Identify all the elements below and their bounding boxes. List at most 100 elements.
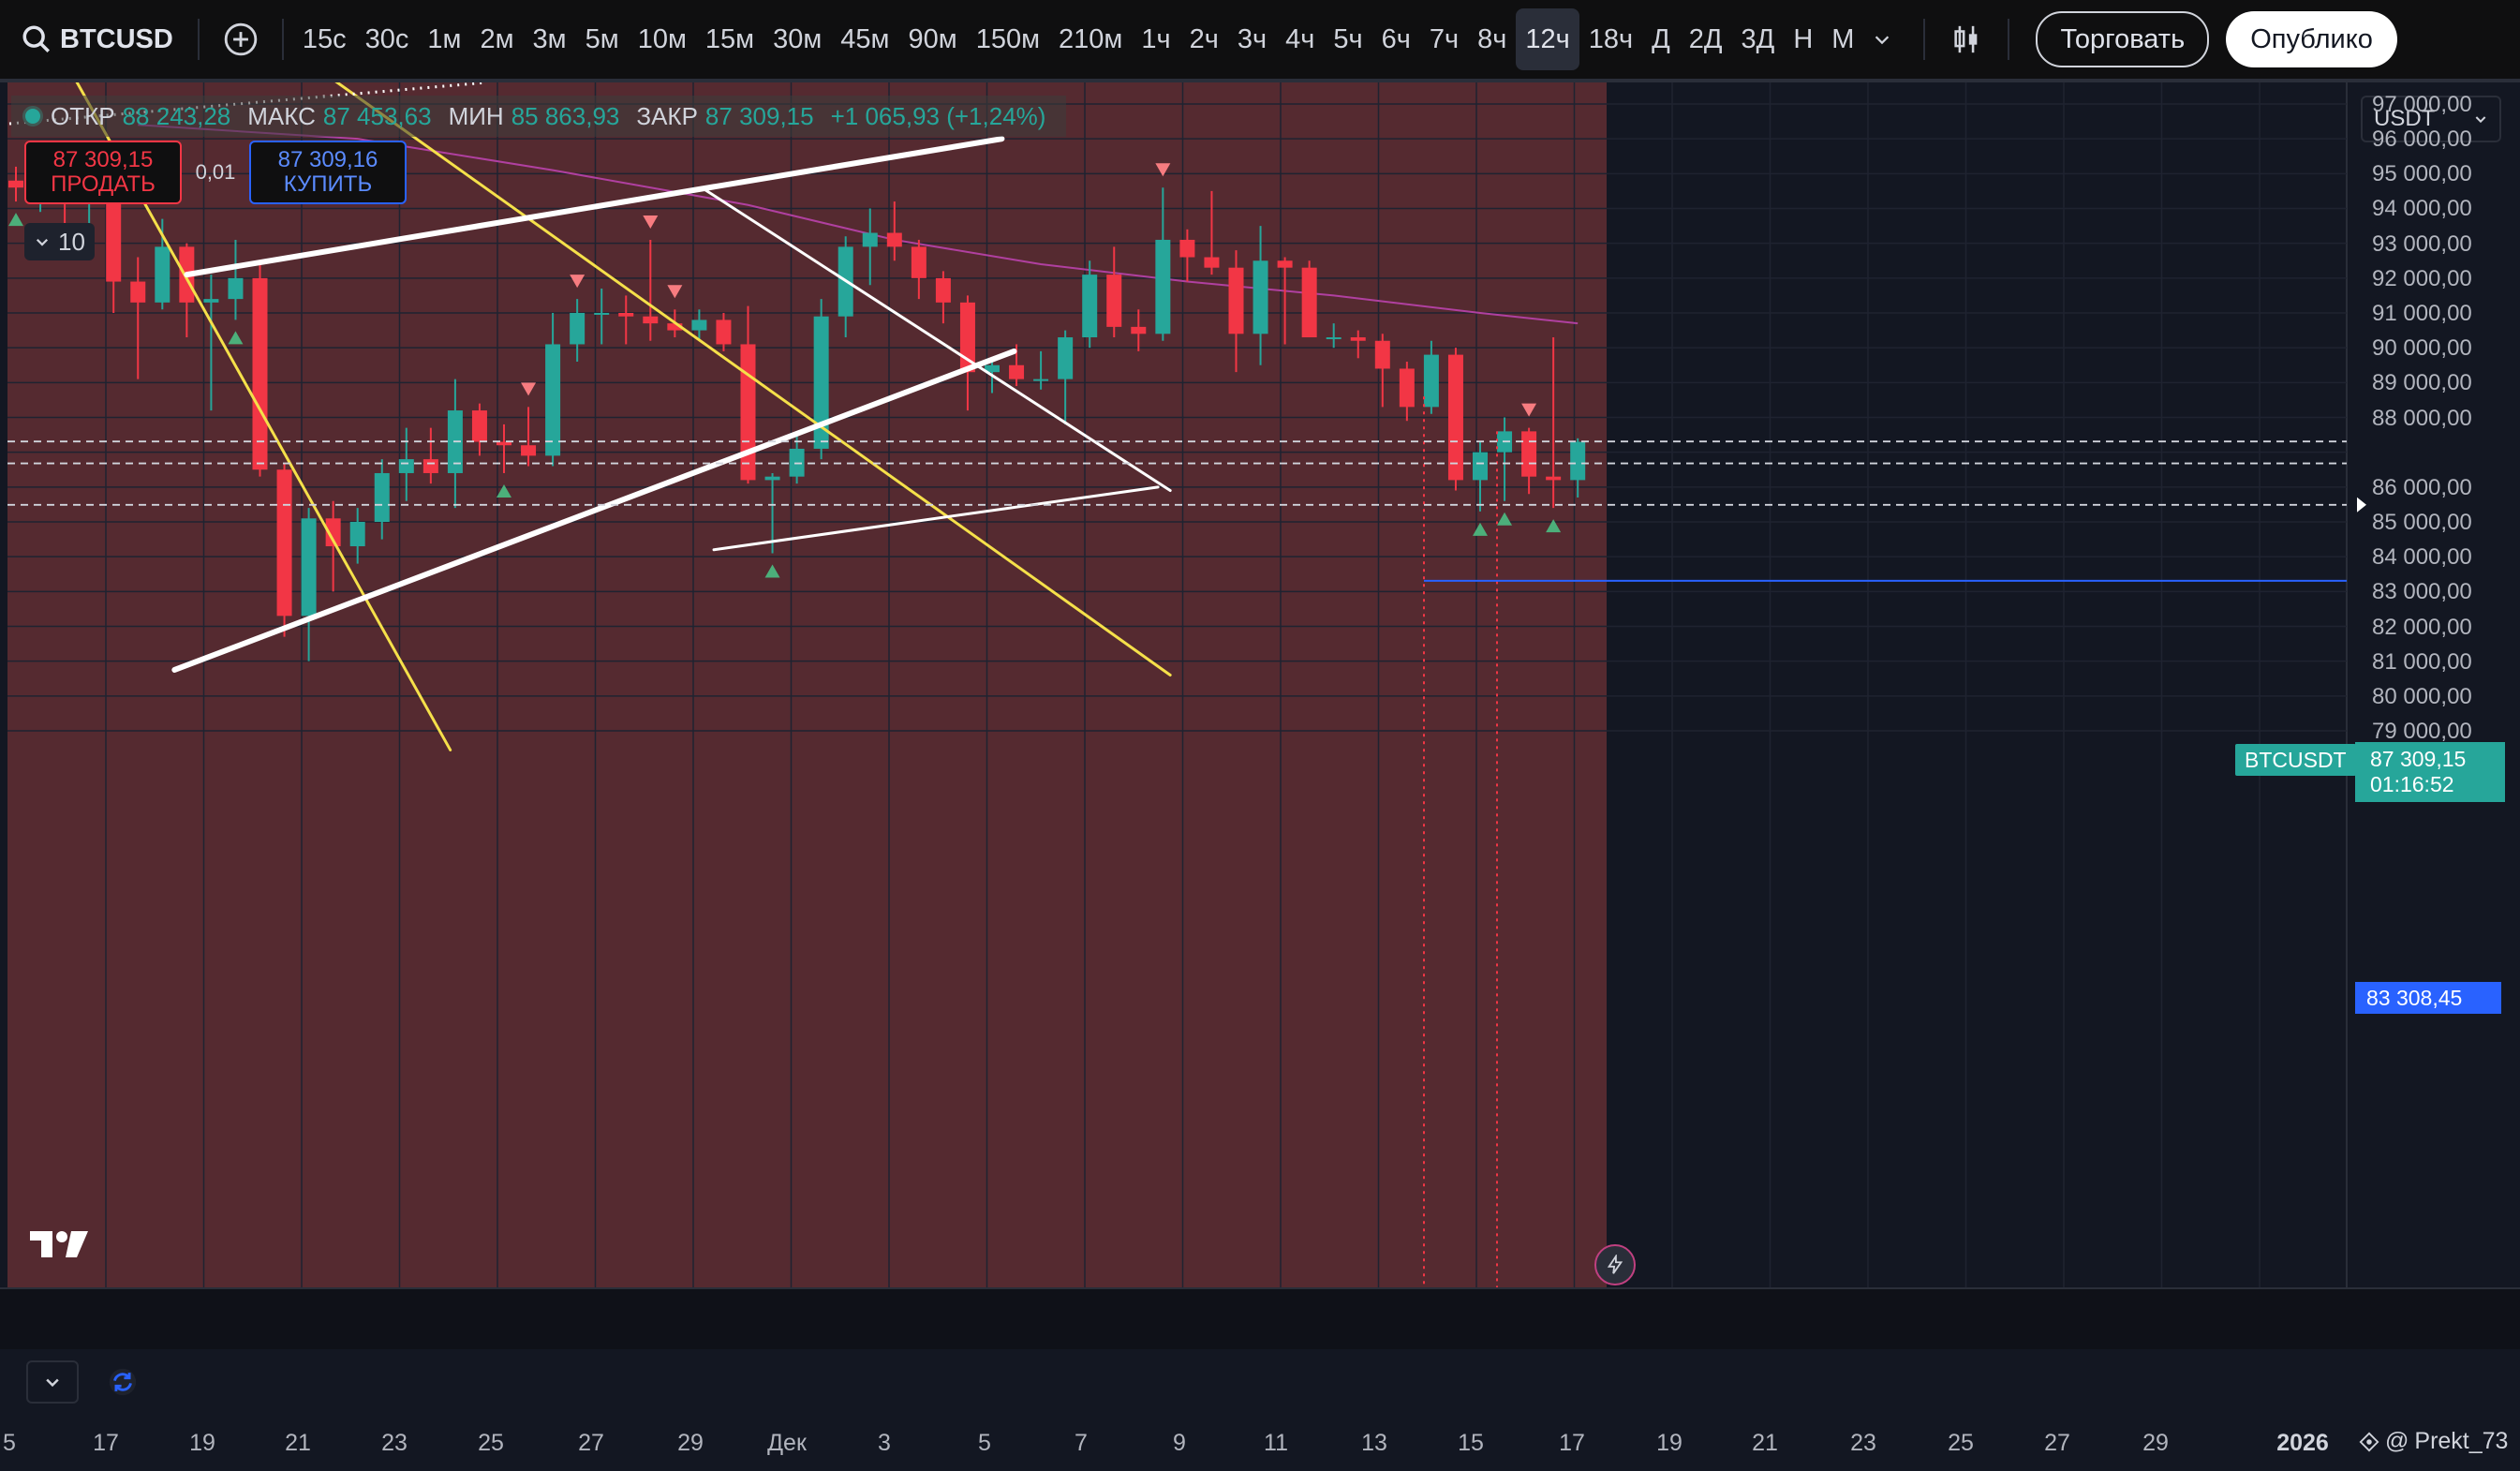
timeframe-5[interactable]: 5м: [585, 23, 619, 54]
legend-high-label: МАКС: [247, 101, 316, 130]
author-watermark: @ Prekt_73: [2359, 1428, 2508, 1455]
candle-body: [1350, 337, 1366, 341]
price-tick-9: 88 000,00: [2372, 406, 2472, 431]
candle-body: [203, 299, 219, 303]
indicators-toggle[interactable]: 10: [24, 223, 95, 260]
timeframe-27[interactable]: М: [1831, 23, 1855, 54]
price-axis-background: [2347, 82, 2520, 1287]
toolbar-divider: [281, 19, 284, 60]
timeframe-3[interactable]: 2м: [480, 23, 514, 54]
timeframe-22[interactable]: 18ч: [1588, 23, 1634, 54]
timeframe-23[interactable]: Д: [1652, 23, 1670, 54]
currency-select[interactable]: USDT: [2361, 96, 2501, 142]
sell-button[interactable]: 87 309,15 ПРОДАТЬ: [24, 141, 182, 204]
date-tick-20: 25: [1948, 1430, 1974, 1456]
refresh-button[interactable]: [107, 1366, 139, 1403]
tradingview-logo[interactable]: [28, 1227, 90, 1266]
collapse-panel-button[interactable]: [26, 1360, 79, 1404]
compare-button[interactable]: [220, 19, 261, 60]
timeframe-14[interactable]: 2ч: [1189, 23, 1219, 54]
candle-body: [1204, 257, 1220, 268]
timeframe-17[interactable]: 5ч: [1333, 23, 1363, 54]
price-tick-14: 82 000,00: [2372, 615, 2472, 640]
symbol-search[interactable]: BTCUSD: [0, 0, 188, 79]
candle-body: [1326, 337, 1342, 340]
timeframe-25[interactable]: 3Д: [1741, 23, 1775, 54]
timeframe-11[interactable]: 150м: [975, 23, 1041, 54]
candle-body: [1570, 441, 1586, 481]
publish-button[interactable]: Опублико: [2226, 11, 2397, 67]
timeframe-0[interactable]: 15с: [302, 23, 347, 54]
timeframe-8[interactable]: 30м: [773, 23, 823, 54]
candle-body: [959, 302, 975, 373]
timeframe-26[interactable]: Н: [1793, 23, 1814, 54]
alert-price-tag[interactable]: 83 308,45: [2355, 982, 2501, 1014]
buy-signal-marker: [764, 564, 780, 578]
date-tick-8: Дек: [767, 1430, 807, 1456]
chevron-down-icon: [46, 1378, 59, 1388]
timeframe-6[interactable]: 10м: [637, 23, 687, 54]
candle-body: [325, 518, 341, 547]
candle-body: [1399, 368, 1415, 408]
candle-body: [521, 445, 537, 456]
timeframe-2[interactable]: 1м: [427, 23, 462, 54]
candle-body: [911, 246, 926, 278]
candle-body: [1253, 260, 1268, 334]
timeframe-dropdown-button[interactable]: [1863, 29, 1901, 50]
candle-body: [1521, 431, 1537, 477]
candle-body: [1228, 267, 1244, 334]
price-tick-8: 89 000,00: [2372, 370, 2472, 395]
candle-body: [155, 246, 170, 303]
legend-change: +1 065,93 (+1,24%): [830, 101, 1046, 130]
buy-label: КУПИТЬ: [283, 171, 373, 197]
timeframe-1[interactable]: 30с: [364, 23, 409, 54]
chart-area[interactable]: ОТКР 88 243,28 МАКС 87 453,63 МИН 85 863…: [0, 82, 2520, 1471]
timeframe-21[interactable]: 12ч: [1516, 8, 1579, 70]
ohlc-legend: ОТКР 88 243,28 МАКС 87 453,63 МИН 85 863…: [11, 96, 1067, 137]
timeframe-7[interactable]: 15м: [704, 23, 755, 54]
timeframe-15[interactable]: 3ч: [1237, 23, 1267, 54]
timeframe-12[interactable]: 210м: [1059, 23, 1123, 54]
timeframe-20[interactable]: 8ч: [1477, 23, 1507, 54]
timeframe-10[interactable]: 90м: [908, 23, 957, 54]
candle-body: [374, 472, 390, 522]
date-tick-22: 29: [2142, 1430, 2169, 1456]
trade-button[interactable]: Торговать: [2036, 11, 2210, 67]
date-tick-17: 19: [1656, 1430, 1682, 1456]
replay-button[interactable]: [1594, 1244, 1636, 1285]
legend-close-label: ЗАКР: [636, 101, 698, 130]
date-tick-3: 21: [285, 1430, 311, 1456]
candle-body: [471, 410, 487, 442]
last-price-tag: 87 309,15 01:16:52: [2355, 742, 2505, 802]
candle-body: [862, 232, 878, 247]
candle-body: [8, 180, 23, 188]
candle-body: [1423, 354, 1439, 408]
legend-low-value: 85 863,93: [511, 101, 620, 130]
price-tick-6: 91 000,00: [2372, 301, 2472, 326]
candle-body: [570, 313, 586, 345]
candle-body: [1447, 354, 1463, 481]
timeframe-13[interactable]: 1ч: [1141, 23, 1171, 54]
buy-button[interactable]: 87 309,16 КУПИТЬ: [249, 141, 407, 204]
timeframe-16[interactable]: 4ч: [1285, 23, 1315, 54]
last-price-value: 87 309,15: [2370, 747, 2467, 771]
price-tick-11: 85 000,00: [2372, 510, 2472, 535]
candle-body: [813, 316, 829, 449]
last-price-symbol-tag: BTCUSDT: [2235, 744, 2356, 776]
timeframe-4[interactable]: 3м: [532, 23, 567, 54]
candle-body: [1546, 476, 1562, 481]
moving-average-line: [138, 124, 1579, 325]
candle-body: [252, 277, 268, 470]
top-toolbar: BTCUSD 15с 30с 1м 2м 3м 5м 10м 15м 30м 45м 90м 150м…: [0, 0, 2520, 82]
timeframe-24[interactable]: 2Д: [1688, 23, 1723, 54]
candle-body: [1009, 364, 1025, 379]
price-chart[interactable]: [0, 82, 2520, 1287]
timeframe-19[interactable]: 7ч: [1429, 23, 1460, 54]
resistance-line: [700, 186, 1172, 493]
timeframe-9[interactable]: 45м: [840, 23, 890, 54]
price-tick-1: 96 000,00: [2372, 126, 2472, 152]
buy-signal-marker: [228, 331, 244, 345]
sell-signal-marker: [521, 382, 537, 396]
timeframe-18[interactable]: 6ч: [1381, 23, 1411, 54]
chart-type-button[interactable]: [1946, 19, 1987, 60]
